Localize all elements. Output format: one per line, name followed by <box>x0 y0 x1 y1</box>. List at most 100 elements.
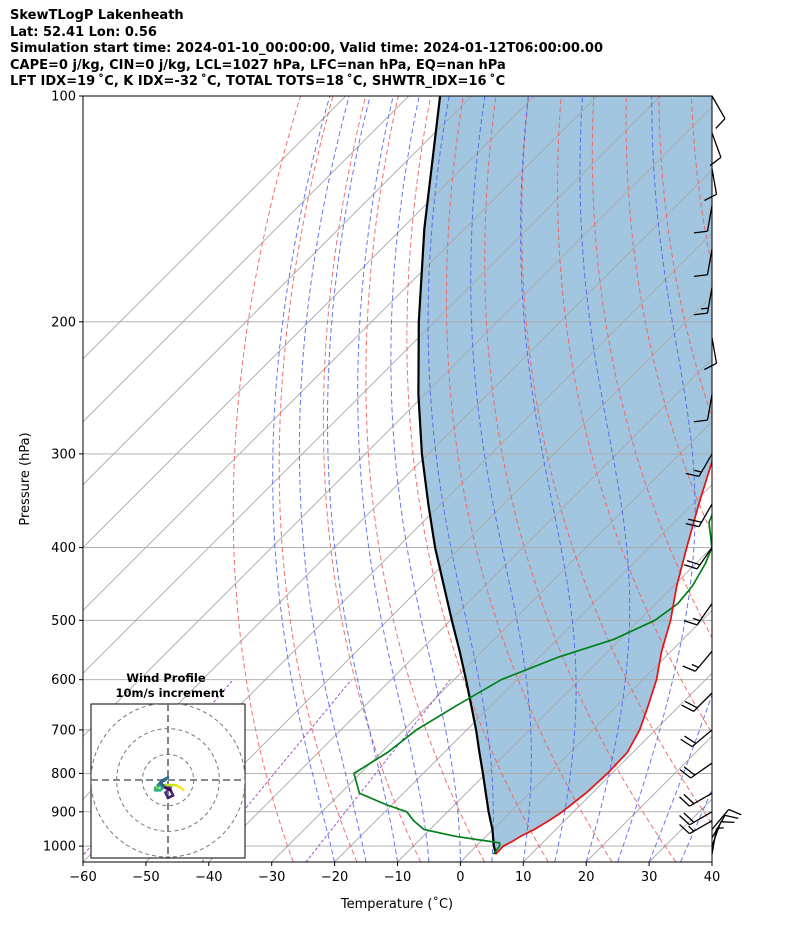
wind-barb <box>681 692 713 712</box>
wind-barb-shaft <box>711 168 718 195</box>
wind-barb-shaft <box>711 815 726 839</box>
wind-barb-half-flag <box>691 663 699 669</box>
wind-barb-flag <box>704 362 717 371</box>
wind-barb-flag <box>720 821 735 824</box>
wind-barb <box>704 337 718 371</box>
axis-ticks: −60 −50 −40 −30 −20 −10 0 10 20 30 40 100 200 300 400 5… <box>43 90 720 886</box>
wind-barb <box>693 205 713 234</box>
y-tick-label: 800 <box>51 767 76 782</box>
wind-barb <box>704 168 718 202</box>
wind-barb-shaft <box>706 394 713 421</box>
wind-barb <box>680 729 713 748</box>
y-tick-label: 100 <box>51 90 76 105</box>
x-tick-label: −60 <box>69 870 96 885</box>
moist-adiabat-line <box>357 96 430 862</box>
moist-adiabat-line <box>579 96 631 862</box>
inset-title-line-2: 10m/s increment <box>116 686 225 700</box>
dry-adiabat-line <box>724 96 794 862</box>
dry-adiabat-line <box>322 96 422 862</box>
title-line-4: CAPE=0 j/kg, CIN=0 j/kg, LCL=1027 hPa, L… <box>10 57 506 73</box>
dry-adiabat-line <box>484 96 677 862</box>
isotherm-line <box>83 96 410 423</box>
wind-barb <box>679 792 713 807</box>
wind-barb <box>679 762 713 779</box>
x-tick-label: −50 <box>132 870 159 885</box>
title-line-1: SkewTLogP Lakenheath <box>10 8 184 23</box>
y-tick-label: 200 <box>51 315 76 330</box>
x-tick-label: −10 <box>384 870 411 885</box>
moist-adiabat-line <box>617 96 696 862</box>
wind-barb-flag <box>681 704 694 712</box>
wind-barb-flag <box>679 815 690 826</box>
isotherm-line <box>83 96 661 674</box>
wind-barb <box>683 547 713 570</box>
moist-adiabat-line <box>680 788 712 862</box>
wind-barb-flag <box>683 564 698 570</box>
wind-barb-flag <box>709 156 722 167</box>
title-line-5: LFT IDX=19 ˚C, K IDX=-32 ˚C, TOTAL TOTS=… <box>10 74 506 89</box>
wind-barb-flag <box>679 823 690 835</box>
wind-barb-flag <box>693 230 708 234</box>
wind-barb-flag <box>715 118 726 129</box>
wind-barb-flag <box>693 274 708 278</box>
dry-adiabat-line <box>757 96 794 862</box>
wind-barb-flag <box>704 193 717 202</box>
dry-adiabat-line <box>232 96 301 862</box>
dry-adiabat-line <box>789 96 794 862</box>
isotherm-line <box>83 96 598 612</box>
y-tick-label: 1000 <box>43 840 76 855</box>
wind-barb-half-flag <box>692 617 701 622</box>
wind-barb-flag <box>683 766 696 776</box>
dry-adiabat-line <box>521 96 712 825</box>
dewpoint-profile-line <box>353 513 712 855</box>
wind-barb <box>679 811 713 826</box>
wind-barb <box>711 808 742 830</box>
moist-adiabat-line <box>327 96 398 862</box>
x-tick-label: −30 <box>258 870 285 885</box>
hodograph-segment <box>164 786 172 792</box>
wind-barb-flag <box>682 665 696 672</box>
isotherm-line <box>83 96 535 549</box>
wind-barb-flag <box>679 796 690 807</box>
mixing-ratio-line <box>305 679 451 862</box>
isotherm-line <box>271 421 712 862</box>
dry-adiabat-line <box>278 96 358 862</box>
y-tick-label: 600 <box>51 673 76 688</box>
wind-barb <box>685 503 713 528</box>
wind-barb <box>709 132 722 167</box>
wind-barb-shaft <box>711 809 730 830</box>
wind-barb-shaft <box>691 729 713 748</box>
wind-barb-shaft <box>706 205 713 232</box>
dry-adiabat-line <box>446 96 613 862</box>
hodograph-inset: Wind Profile 10m/s increment <box>90 671 246 859</box>
wind-barb-half-flag <box>694 469 702 473</box>
wind-barb <box>685 453 713 478</box>
y-axis-label: Pressure (hPa) <box>18 432 33 525</box>
x-tick-label: −40 <box>195 870 222 885</box>
wind-barb-flag <box>693 312 708 316</box>
isotherm-line <box>208 358 712 862</box>
dry-adiabat-line <box>658 96 712 419</box>
wind-barb <box>693 248 713 278</box>
moist-adiabat-line <box>272 96 336 862</box>
wind-barb-shaft <box>690 762 713 779</box>
x-tick-label: 10 <box>515 870 532 885</box>
isotherm-line <box>397 546 712 862</box>
wind-barb <box>693 287 713 316</box>
isotherm-line <box>711 861 712 862</box>
y-tick-label: 900 <box>51 805 76 820</box>
title-line-3: Simulation start time: 2024-01-10_00:00:… <box>10 41 603 56</box>
wind-barb-flag <box>724 814 739 820</box>
wind-barb-shaft <box>706 248 713 275</box>
wind-barb <box>679 820 713 835</box>
x-axis-label: Temperature (˚C) <box>340 896 453 912</box>
wind-barb-half-flag <box>688 825 695 832</box>
title-line-2: Lat: 52.41 Lon: 0.56 <box>10 24 157 40</box>
wind-barb <box>682 650 713 672</box>
cin-shaded-area <box>418 96 712 855</box>
wind-barb-flag <box>683 620 698 626</box>
wind-barb-flag <box>728 808 742 816</box>
wind-barb-flag <box>680 738 693 748</box>
wind-barb-flag <box>685 522 700 528</box>
